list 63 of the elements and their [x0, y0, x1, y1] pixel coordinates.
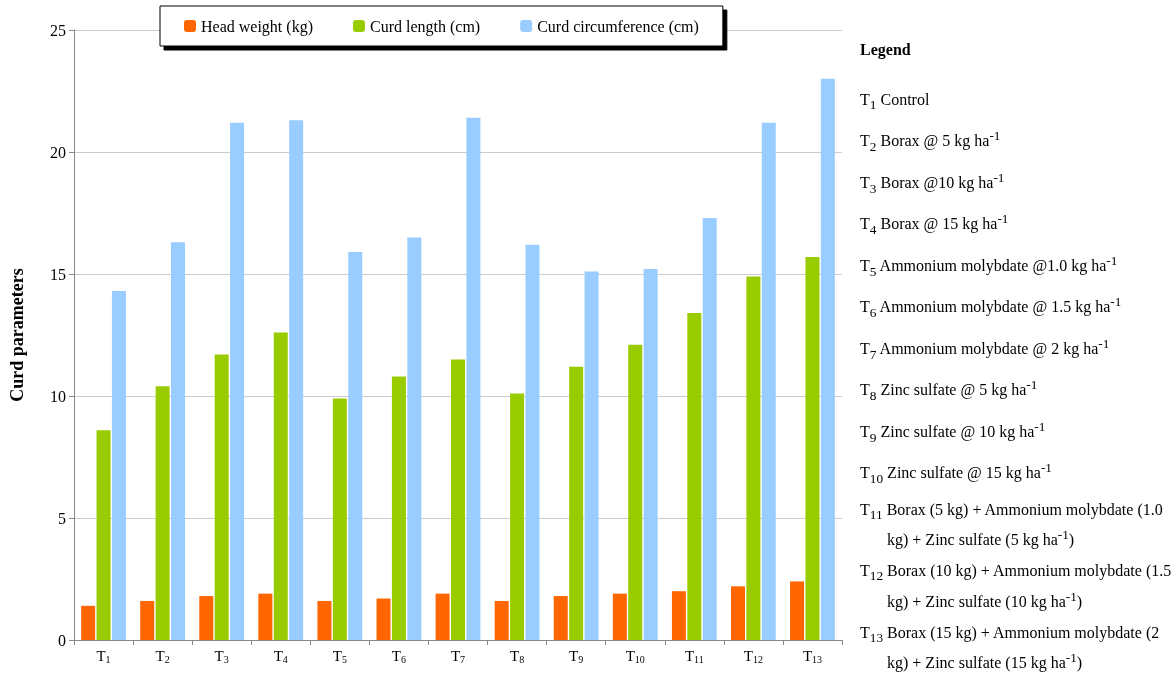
bar	[671, 591, 686, 640]
bar	[111, 291, 126, 640]
y-tick-label: 5	[58, 509, 66, 527]
bar	[525, 244, 540, 640]
text: T$_{2}$ Borax @ 5 kg ha$^{-1}$	[860, 127, 1002, 156]
y-tick-label: 0	[58, 631, 66, 649]
text: T$_{13}$ Borax (15 kg) + Ammonium molybdate (2 kg) + Zinc sulfate (15 kg ha$^{-1}$)	[860, 622, 1161, 674]
bar	[820, 78, 835, 640]
bar	[584, 271, 599, 640]
bar	[451, 359, 465, 640]
bar	[332, 398, 347, 640]
text: T$_{11}$ Borax (5 kg) + Ammonium molybdate (1.0 kg) + Zinc sulfate (5 kg ha$^{-1}$)	[860, 499, 1164, 551]
text: T$_{5}$ Ammonium molybdate @1.0 kg ha$^{-1}$	[860, 251, 1119, 281]
text: T$_{10}$ Zinc sulfate @ 15 kg ha$^{-1}$	[860, 459, 1054, 488]
y-tick-label: 20	[50, 143, 66, 161]
text: T$_{3}$ Borax @10 kg ha$^{-1}$	[860, 168, 1006, 198]
bar	[702, 217, 717, 640]
bar	[612, 593, 627, 640]
bar	[155, 386, 170, 640]
text: T$_{7}$ Ammonium molybdate @ 2 kg ha$^{-1}$	[860, 334, 1111, 364]
bar	[761, 122, 776, 640]
bar	[376, 598, 391, 640]
y-tick-label: 10	[50, 387, 66, 405]
bar	[790, 581, 805, 640]
text: T$_{1}$ Control	[860, 90, 931, 115]
bar	[553, 596, 568, 640]
bar	[643, 269, 658, 640]
bar	[258, 593, 273, 640]
bar	[171, 242, 186, 640]
bar	[96, 430, 111, 640]
bar	[435, 593, 450, 640]
y-tick-label: 15	[50, 265, 66, 283]
text: Legend	[860, 40, 912, 60]
bar	[628, 344, 643, 640]
legend-label: Curd length (cm)	[369, 17, 481, 36]
y-axis-title: Curd parameters	[7, 268, 27, 402]
bar	[81, 605, 96, 640]
bar	[494, 600, 509, 640]
bar	[746, 276, 761, 640]
bar	[199, 596, 214, 640]
bar	[391, 376, 406, 640]
bar	[730, 586, 745, 640]
text: T$_{8}$ Zinc sulfate @ 5 kg ha$^{-1}$	[860, 376, 1039, 405]
legend-label: Head weight (kg)	[201, 17, 313, 36]
legend-label: Curd circumference (cm)	[537, 17, 699, 36]
bar	[230, 122, 245, 640]
bar	[805, 256, 820, 640]
bar	[317, 600, 332, 640]
bar	[466, 117, 481, 640]
bar	[140, 600, 155, 640]
bar	[407, 237, 422, 640]
bar	[510, 393, 525, 640]
bar	[273, 332, 288, 640]
text: T$_{4}$ Borax @ 15 kg ha$^{-1}$	[860, 210, 1010, 239]
text: T$_{9}$ Zinc sulfate @ 10 kg ha$^{-1}$	[860, 417, 1047, 447]
bar	[289, 120, 304, 640]
text: T$_{6}$ Ammonium molybdate @ 1.5 kg ha$^{-1}$	[860, 293, 1123, 322]
bar	[214, 354, 229, 640]
y-tick-label: 25	[50, 21, 66, 39]
bar	[569, 366, 584, 640]
text: T$_{12}$ Borax (10 kg) + Ammonium molybdate (1.5 kg) + Zinc sulfate (10 kg ha$^{-1}$)	[860, 561, 1172, 612]
bar	[687, 313, 702, 640]
bar	[348, 252, 363, 640]
